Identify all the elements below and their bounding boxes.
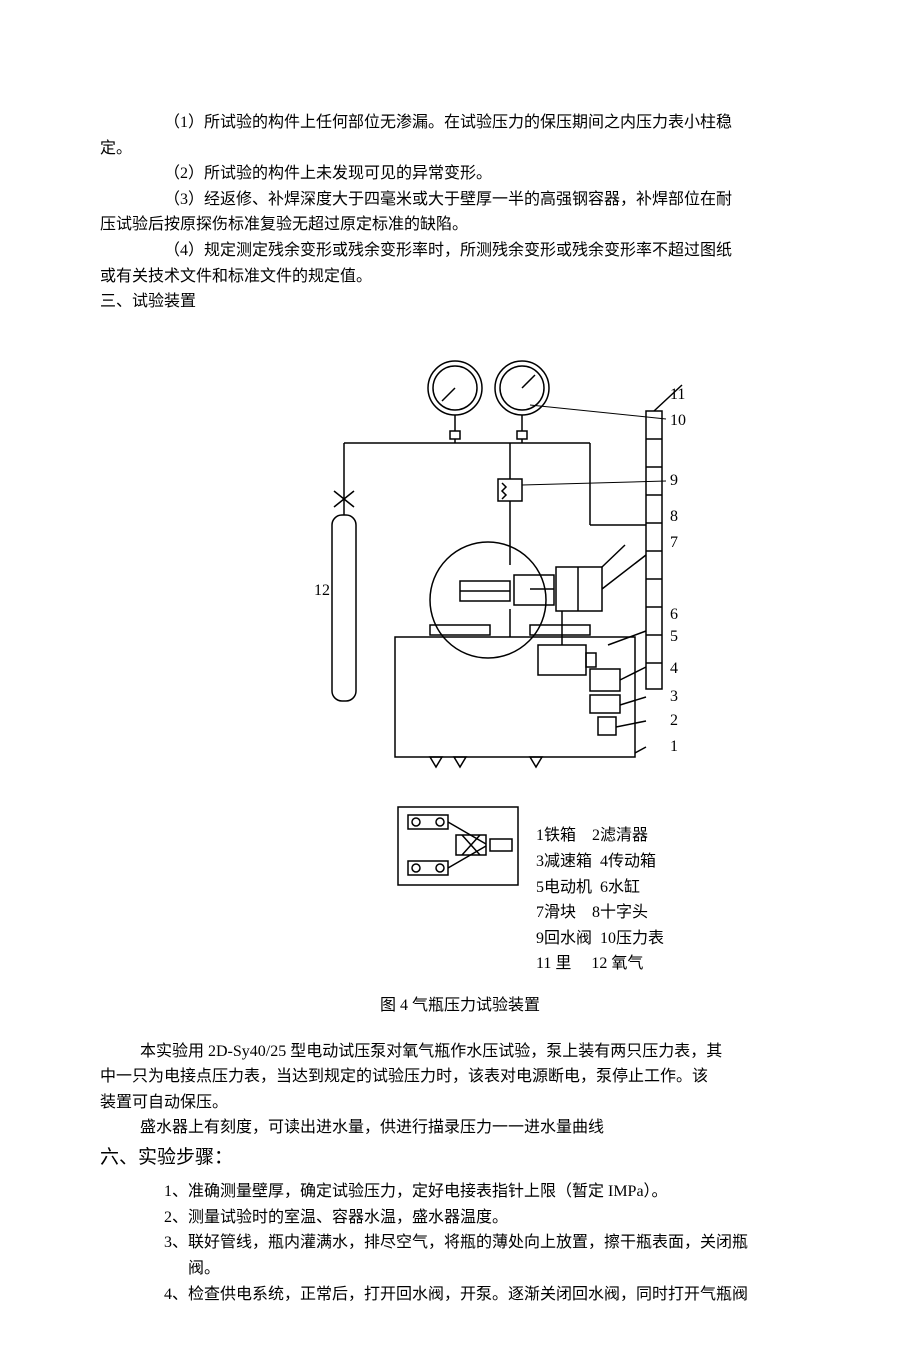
legend-10: 10压力表 (600, 930, 664, 947)
legend-7: 7滑块 (536, 904, 576, 921)
legend-2: 2滤清器 (592, 827, 648, 844)
legend-12: 12 氧气 (591, 955, 643, 972)
step-1: 1、准确测量壁厚，确定试验压力，定好电接表指针上限（暂定 IMPa）。 (164, 1179, 820, 1205)
item-1-line2: 定。 (100, 136, 820, 162)
legend-4: 4传动箱 (600, 853, 656, 870)
figure-container: 12 (100, 345, 820, 1019)
legend-1: 1铁箱 (536, 827, 576, 844)
item-4-line1: （4）规定测定残余变形或残余变形率时，所测残余变形或残余变形率不超过图纸 (100, 238, 820, 264)
label-4: 4 (670, 660, 678, 677)
legend-6: 6水缸 (600, 879, 640, 896)
legend-11: 11 里 (536, 955, 571, 972)
desc-line1: 本实验用 2D-Sy40/25 型电动试压泵对氧气瓶作水压试验，泵上装有两只压力… (100, 1039, 820, 1065)
step-4: 4、检查供电系统，正常后，打开回水阀，开泵。逐渐关闭回水阀，同时打开气瓶阀 (164, 1282, 820, 1308)
label-10: 10 (670, 412, 686, 429)
label-3: 3 (670, 688, 678, 705)
desc-line2: 中一只为电接点压力表，当达到规定的试验压力时，该表对电源断电，泵停止工作。该 (100, 1064, 820, 1090)
step-3-cont: 阀。 (188, 1256, 820, 1282)
label-1: 1 (670, 738, 678, 755)
legend-5: 5电动机 (536, 879, 592, 896)
item-3-line2: 压试验后按原探伤标准复验无超过原定标准的缺陷。 (100, 212, 820, 238)
legend-3: 3减速箱 (536, 853, 592, 870)
label-6: 6 (670, 606, 678, 623)
label-9: 9 (670, 472, 678, 489)
label-12: 12 (314, 582, 330, 599)
item-3-line1: （3）经返修、补焊深度大于四毫米或大于壁厚一半的高强钢容器，补焊部位在耐 (100, 187, 820, 213)
legend-8: 8十字头 (592, 904, 648, 921)
item-2: （2）所试验的构件上未发现可见的异常变形。 (100, 161, 820, 187)
label-7: 7 (670, 534, 678, 551)
apparatus-diagram: 12 (230, 345, 690, 905)
item-1-line1: （1）所试验的构件上任何部位无渗漏。在试验压力的保压期间之内压力表小柱稳 (100, 110, 820, 136)
item-4-line2: 或有关技术文件和标准文件的规定值。 (100, 264, 820, 290)
desc-line3: 装置可自动保压。 (100, 1090, 820, 1116)
legend-9: 9回水阀 (536, 930, 592, 947)
step-2: 2、测量试验时的室温、容器水温，盛水器温度。 (164, 1205, 820, 1231)
section-3-heading: 三、试验装置 (100, 289, 820, 315)
step-3: 3、联好管线，瓶内灌满水，排尽空气，将瓶的薄处向上放置，擦干瓶表面，关闭瓶 (164, 1230, 820, 1256)
figure-caption: 图 4 气瓶压力试验装置 (100, 993, 820, 1019)
desc2: 盛水器上有刻度，可读出进水量，供进行描录压力一一进水量曲线 (100, 1115, 820, 1141)
label-2: 2 (670, 712, 678, 729)
label-5: 5 (670, 628, 678, 645)
label-11: 11 (670, 386, 685, 403)
label-8: 8 (670, 508, 678, 525)
section-6-heading: 六、实验步骤： (100, 1143, 820, 1173)
